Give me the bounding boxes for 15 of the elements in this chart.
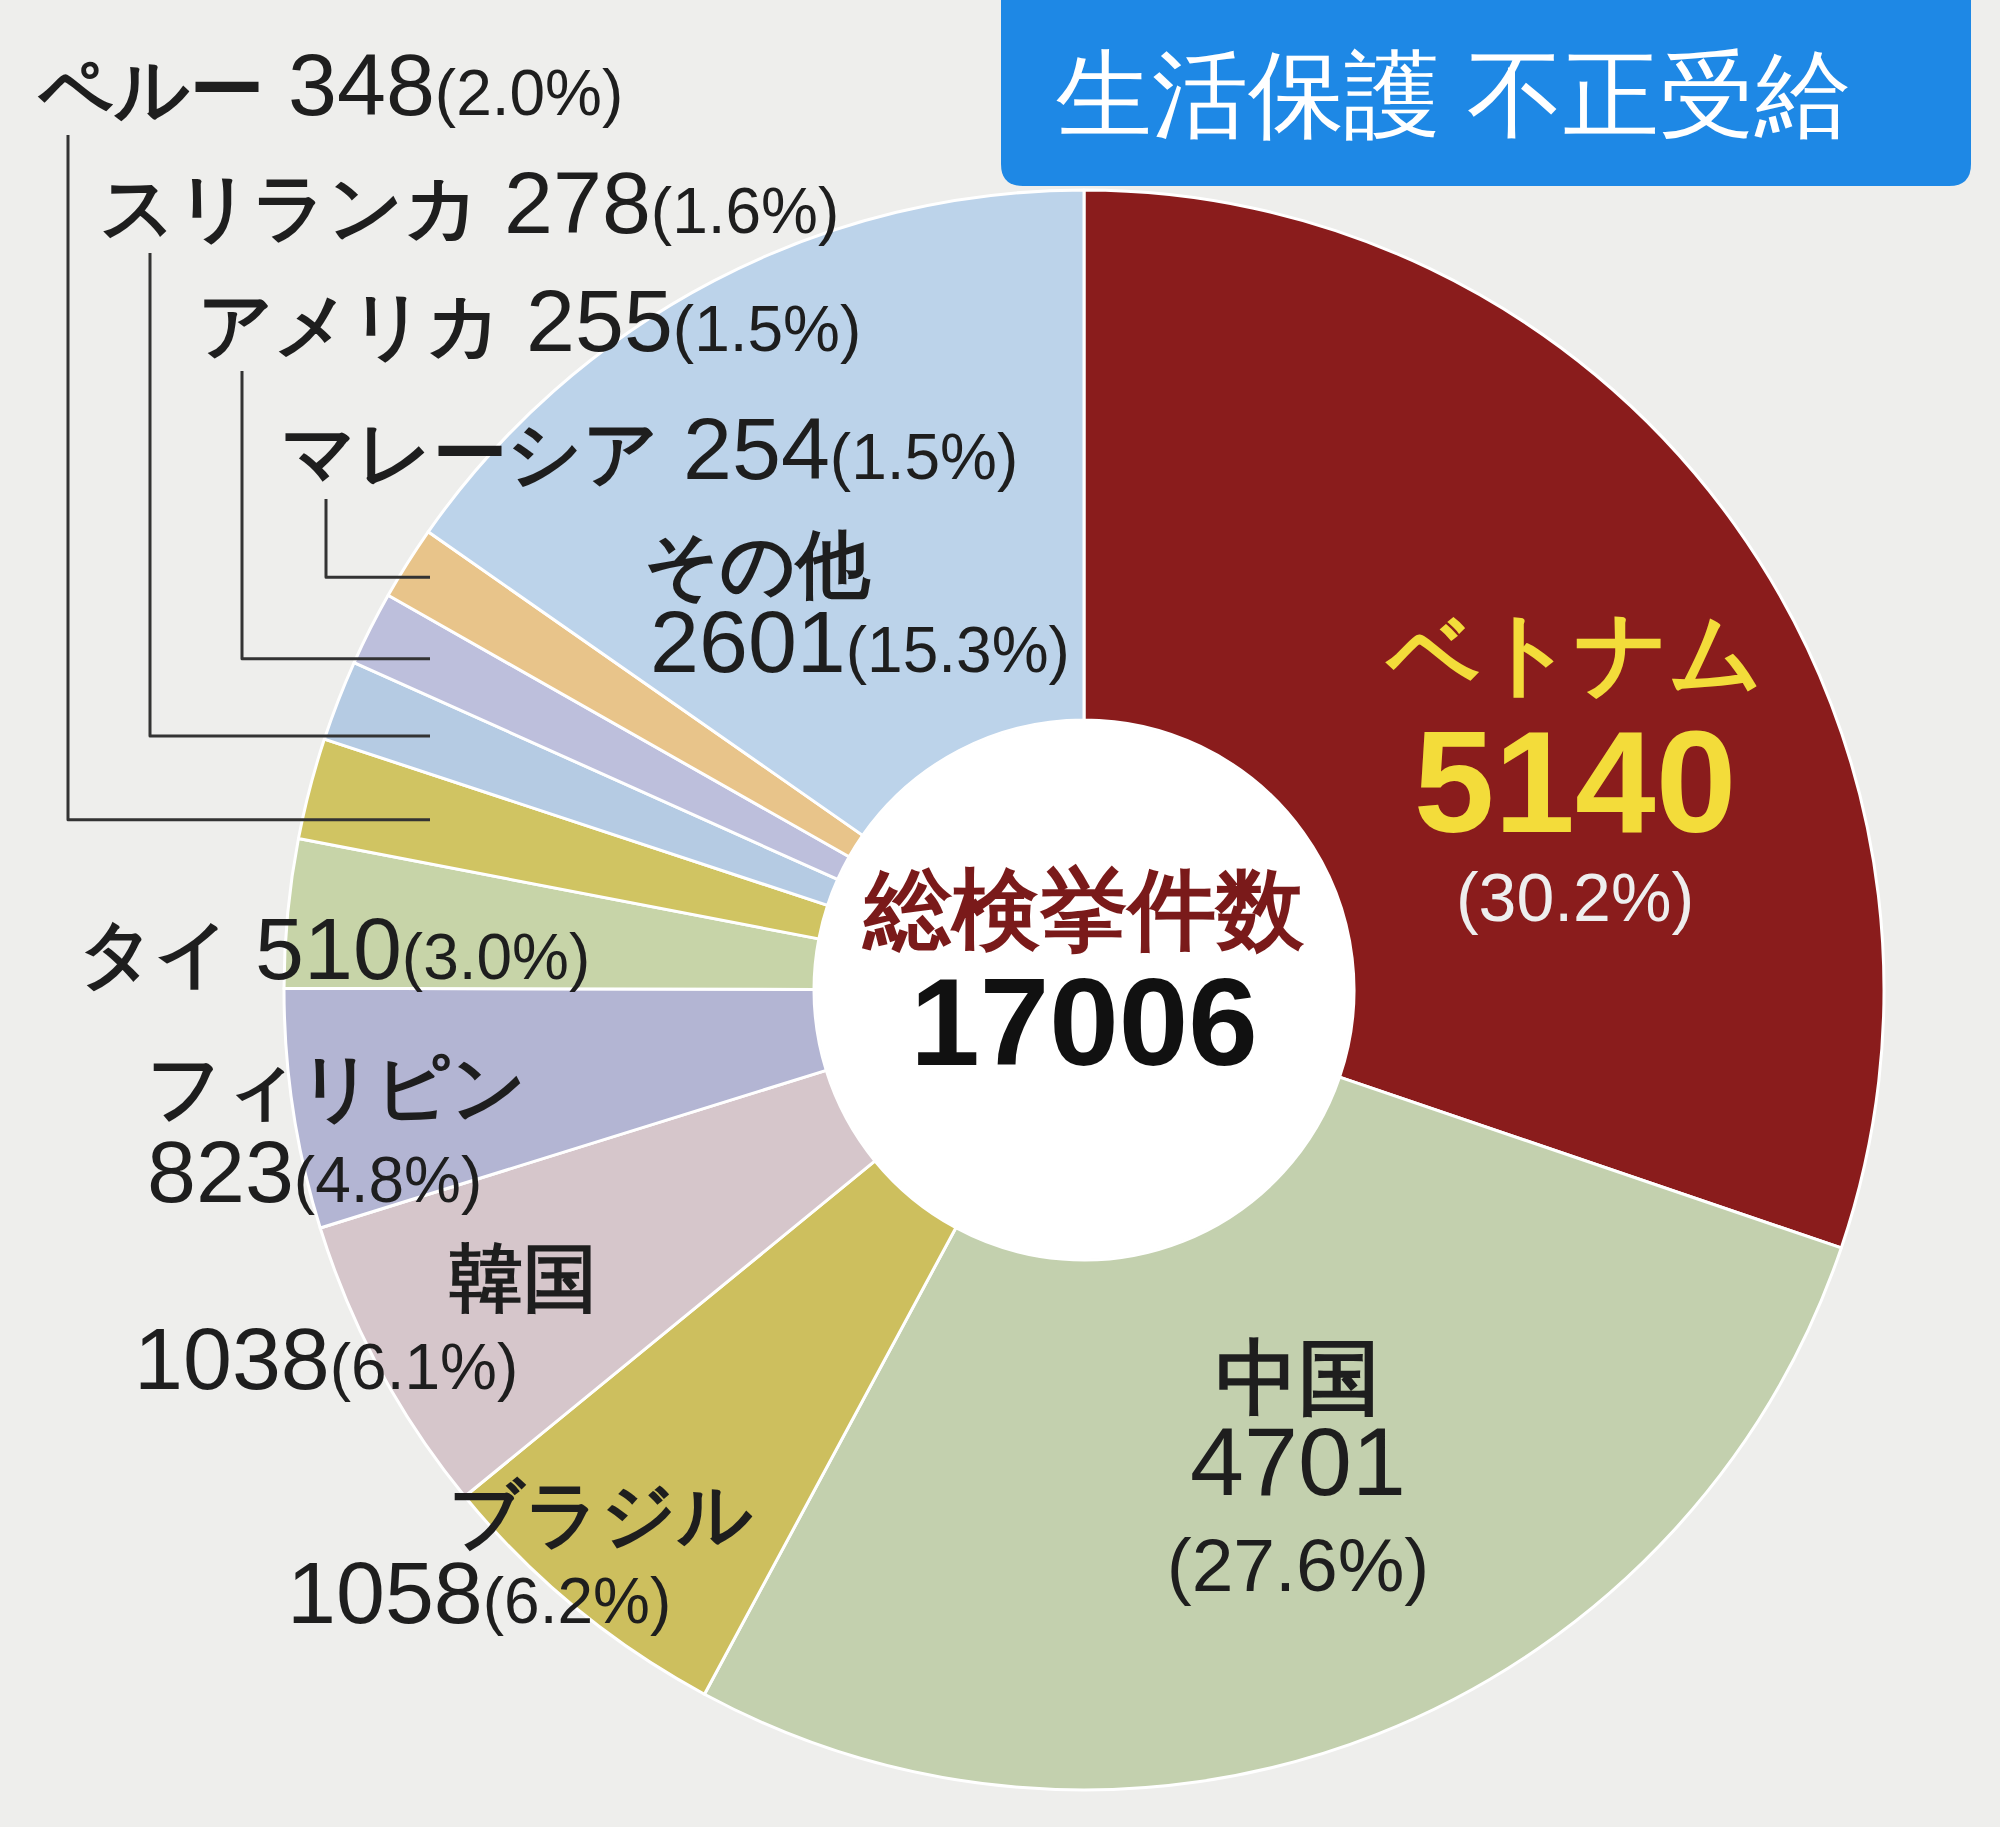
category-label: スリランカ: [100, 166, 480, 249]
title-text: 生活保護 不正受給: [1056, 41, 1851, 148]
value-label: 348(2.0%): [288, 35, 624, 134]
value-label: 5140(30.2%): [1413, 701, 1737, 935]
value-label: 254(1.5%): [683, 399, 1019, 498]
annotation: 総検挙件数: [864, 860, 1304, 959]
category-label: タイ: [79, 912, 231, 995]
category-label: アメリカ: [198, 284, 502, 367]
category-label: フィリピン: [147, 1046, 527, 1129]
value-label: 278(1.6%): [504, 153, 840, 252]
category-label: ペルー: [38, 48, 264, 131]
category-label: ベトナム: [1387, 602, 1763, 704]
value-label: 510(3.0%): [255, 899, 591, 998]
category-label: マレーシア: [281, 412, 659, 495]
value-label: 255(1.5%): [526, 271, 862, 370]
